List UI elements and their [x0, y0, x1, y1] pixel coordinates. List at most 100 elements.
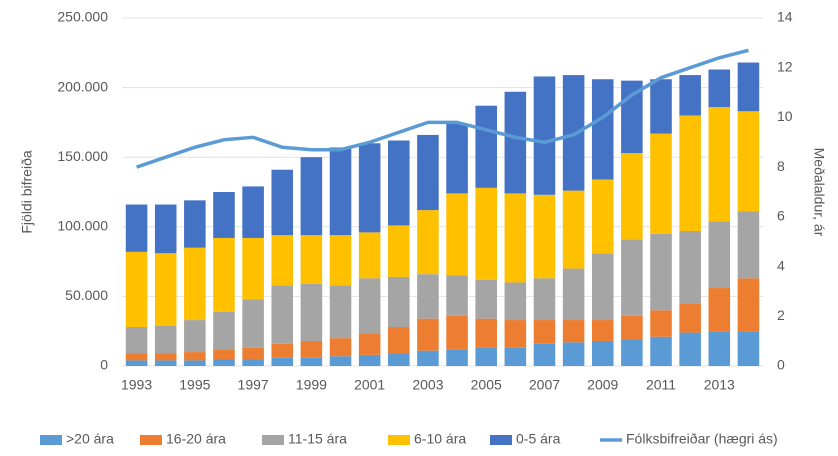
bar-segment — [679, 115, 701, 231]
y2-axis-label: Meðalaldur, ár — [811, 148, 827, 237]
bar-segment — [679, 303, 701, 333]
bar-segment — [446, 275, 468, 316]
bar-segment — [184, 247, 206, 321]
bar-segment — [562, 190, 585, 269]
bar-segment — [708, 69, 731, 108]
bar-segment — [388, 327, 410, 354]
bar-segment — [154, 360, 177, 366]
bar-segment — [271, 285, 294, 344]
bar-segment — [154, 325, 177, 354]
bar-segment — [242, 359, 264, 366]
y-tick-label: 200.000 — [57, 78, 108, 94]
y2-tick-label: 2 — [777, 307, 785, 323]
y2-tick-label: 10 — [777, 108, 793, 124]
x-tick-label: 1999 — [296, 377, 327, 393]
bar-segment — [591, 253, 614, 321]
bar-segment — [708, 221, 731, 289]
bar-segment — [650, 79, 672, 134]
bar-segment — [388, 225, 410, 277]
y-axis-label: Fjöldi bifreiða — [19, 150, 35, 233]
bar-segment — [125, 204, 148, 252]
bar-segment — [154, 253, 177, 326]
bar-segment — [737, 111, 760, 212]
bar-segment — [737, 211, 760, 279]
bar-segment — [125, 251, 148, 328]
legend-swatch — [388, 435, 410, 445]
legend-label: 6-10 ára — [414, 431, 466, 447]
bar-segment — [300, 157, 323, 236]
bar-segment — [417, 318, 439, 351]
bar-segment — [388, 140, 410, 226]
legend-label: 16-20 ára — [166, 431, 226, 447]
bar-segment — [533, 76, 556, 195]
bar-segment — [242, 186, 264, 238]
bar-segment — [329, 285, 352, 339]
y-tick-label: 150.000 — [57, 148, 108, 164]
bar-segment — [329, 356, 352, 366]
bar-segment — [475, 279, 497, 319]
bar-segment — [388, 276, 410, 328]
legend-swatch — [140, 435, 162, 445]
y2-tick-label: 14 — [777, 9, 793, 25]
x-tick-label: 2013 — [704, 377, 735, 393]
x-tick-label: 1993 — [121, 377, 152, 393]
bar-segment — [271, 235, 294, 286]
bar-segment — [708, 107, 731, 222]
bar-segment — [213, 349, 235, 360]
x-tick-label: 2005 — [471, 377, 502, 393]
legend-label: >20 ára — [66, 431, 114, 447]
bar-segment — [591, 340, 614, 366]
bar-segment — [300, 283, 323, 341]
bar-segment — [475, 105, 497, 188]
y2-tick-label: 12 — [777, 58, 793, 74]
bar-segment — [737, 278, 760, 332]
bar-segment — [388, 353, 410, 366]
bar-segment — [737, 62, 760, 112]
y2-tick-label: 6 — [777, 208, 785, 224]
bar-segment — [562, 320, 585, 343]
bar-segment — [446, 315, 468, 350]
bar-segment — [533, 320, 556, 344]
y2-tick-label: 8 — [777, 158, 785, 174]
line-series — [136, 48, 749, 169]
y-tick-label: 250.000 — [57, 9, 108, 25]
bar-segment — [446, 193, 468, 276]
bar-segment — [358, 354, 381, 366]
bar-segment — [271, 169, 294, 236]
x-tick-label: 2009 — [587, 377, 618, 393]
x-tick-label: 2011 — [646, 377, 676, 393]
bar-segment — [504, 282, 527, 321]
bar-segment — [242, 299, 264, 348]
bar-segment — [184, 200, 206, 248]
bar-segment — [125, 327, 148, 354]
bar-segment — [591, 79, 614, 180]
bar-segment — [446, 349, 468, 366]
bar-segment — [213, 192, 235, 238]
bar-segment — [184, 360, 206, 366]
bar-segment — [708, 288, 731, 332]
bar-segment — [737, 331, 760, 366]
bar-segment — [417, 350, 439, 366]
bar-segment — [271, 357, 294, 366]
bar-segment — [475, 347, 497, 366]
bar-segment — [300, 340, 323, 358]
bar-segment — [300, 357, 323, 366]
bar-segment — [591, 179, 614, 254]
bar-segment — [621, 239, 643, 316]
legend-swatch — [490, 435, 512, 445]
bar-segment — [504, 347, 527, 366]
y2-tick-label: 0 — [777, 357, 785, 373]
bar-segment — [242, 237, 264, 300]
x-tick-label: 2003 — [412, 377, 443, 393]
bar-segment — [650, 336, 672, 366]
bar-segment — [184, 352, 206, 361]
bar-segment — [329, 147, 352, 236]
legend-swatch — [40, 435, 62, 445]
bar-segment — [679, 230, 701, 304]
bar-segment — [417, 134, 439, 211]
x-tick-label: 2007 — [529, 377, 560, 393]
bar-segment — [213, 359, 235, 366]
y-tick-label: 50.000 — [65, 287, 108, 303]
bar-segment — [242, 347, 264, 360]
y2-tick-label: 4 — [777, 257, 785, 273]
